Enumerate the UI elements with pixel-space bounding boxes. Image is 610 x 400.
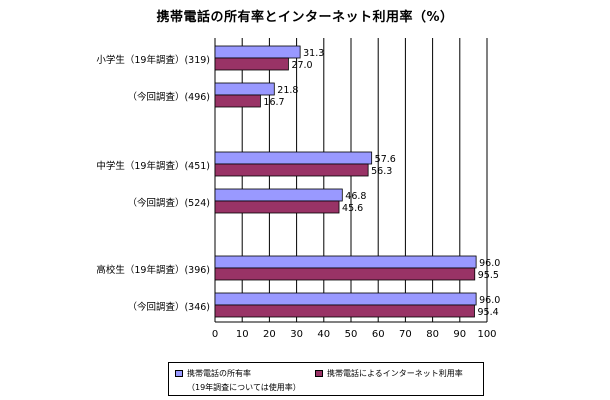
- legend-item-internet: 携帯電話によるインターネット利用率: [315, 368, 463, 379]
- x-tick-label: 70: [399, 329, 412, 340]
- x-tick-label: 100: [477, 329, 496, 340]
- bar-internet: [214, 163, 369, 177]
- chart-title: 携帯電話の所有率とインターネット利用率（%）: [156, 10, 454, 25]
- category-label: （今回調査）(524): [127, 197, 210, 209]
- x-tick-label: 30: [290, 329, 303, 340]
- ticks-layer: 0 10 20 30 40 50 60 70 80 90 100: [212, 329, 497, 340]
- legend-item-ownership: 携帯電話の所有率: [175, 368, 251, 379]
- category-label: 中学生（19年調査）(451): [96, 160, 210, 172]
- category-label: 高校生（19年調査）(396): [96, 264, 210, 276]
- legend-swatch-ownership: [175, 370, 183, 377]
- category-label: （今回調査）(496): [127, 91, 210, 103]
- data-label: 96.0: [479, 295, 500, 306]
- x-tick-label: 60: [372, 329, 385, 340]
- bar-ownership: [214, 45, 301, 59]
- labels-layer: 小学生（19年調査）(319) 31.327.0 （今回調査）(496) 21.816…: [96, 48, 500, 318]
- data-label: 21.8: [277, 85, 298, 96]
- bars-layer: [214, 45, 477, 318]
- legend: 携帯電話の所有率 携帯電話によるインターネット利用率 （19年調査については使用…: [168, 362, 484, 396]
- data-label: 46.8: [345, 191, 366, 202]
- bar-ownership: [214, 188, 343, 202]
- category-label: （今回調査）(346): [127, 301, 210, 313]
- data-label: 56.3: [371, 166, 392, 177]
- legend-label-internet: 携帯電話によるインターネット利用率: [327, 369, 463, 378]
- bar-ownership: [214, 255, 477, 269]
- bar-internet: [214, 57, 289, 71]
- x-tick-label: 90: [453, 329, 466, 340]
- data-label: 95.5: [478, 270, 499, 281]
- data-label: 16.7: [263, 97, 284, 108]
- data-label: 95.4: [477, 307, 498, 318]
- bar-internet: [214, 304, 475, 318]
- x-tick-label: 0: [212, 329, 218, 340]
- x-tick-label: 50: [345, 329, 358, 340]
- bar-internet: [214, 200, 340, 214]
- bar-ownership: [214, 151, 373, 165]
- data-label: 57.6: [375, 154, 396, 165]
- x-tick-label: 20: [263, 329, 276, 340]
- x-tick-label: 10: [236, 329, 249, 340]
- data-label: 96.0: [479, 258, 500, 269]
- legend-label-ownership: 携帯電話の所有率: [187, 369, 251, 378]
- x-tick-label: 40: [317, 329, 330, 340]
- category-label: 小学生（19年調査）(319): [96, 54, 210, 66]
- legend-note: （19年調査については使用率）: [187, 383, 301, 392]
- data-label: 45.6: [342, 203, 363, 214]
- data-label: 31.3: [303, 48, 324, 59]
- data-label: 27.0: [291, 60, 312, 71]
- bar-ownership: [214, 292, 477, 306]
- bar-internet: [214, 267, 476, 281]
- bar-ownership: [214, 82, 275, 96]
- bar-internet: [214, 94, 261, 108]
- legend-swatch-internet: [315, 370, 323, 377]
- x-tick-label: 80: [426, 329, 439, 340]
